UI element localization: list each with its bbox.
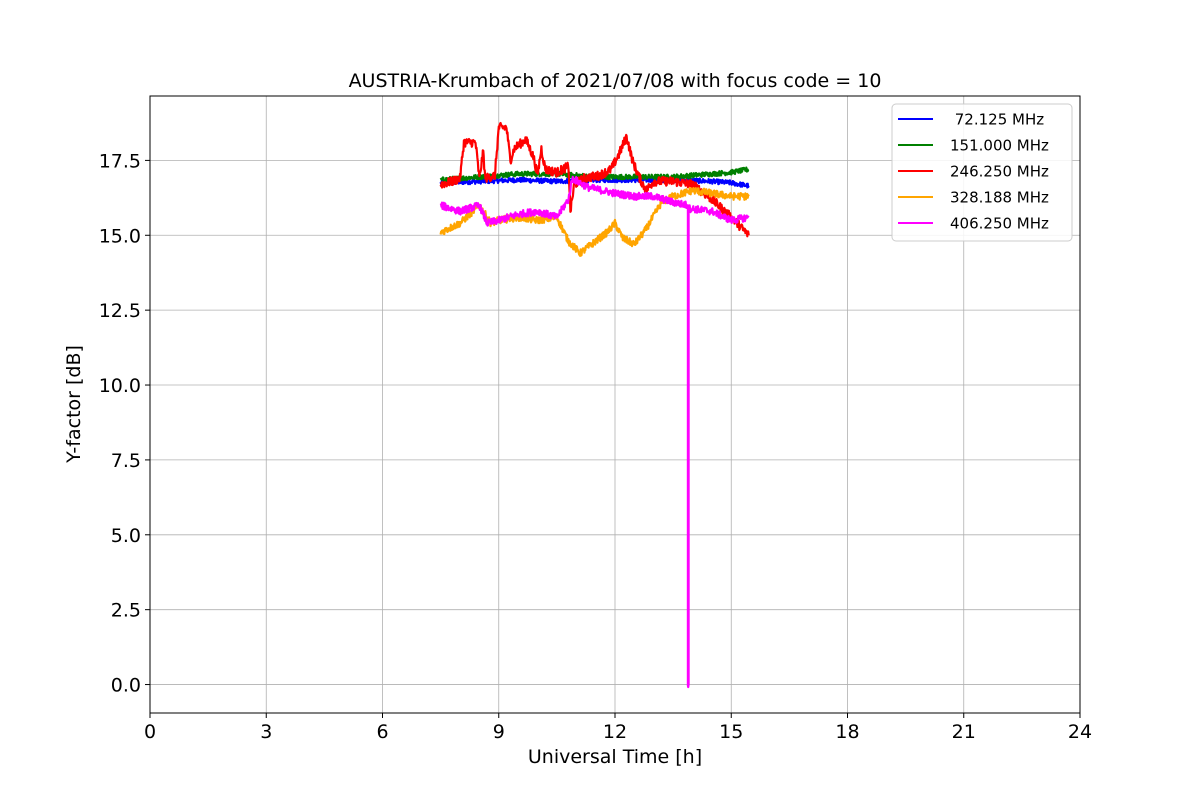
legend-label: 328.188 MHz <box>950 189 1049 207</box>
y-axis-label: Y-factor [dB] <box>63 345 85 464</box>
x-tick-label: 12 <box>603 721 627 743</box>
x-tick-label: 18 <box>835 721 859 743</box>
legend-label: 151.000 MHz <box>950 137 1049 155</box>
x-tick-label: 24 <box>1068 721 1092 743</box>
y-tick-label: 15.0 <box>99 225 141 247</box>
y-tick-label: 2.5 <box>111 600 141 622</box>
x-tick-label: 9 <box>493 721 505 743</box>
y-tick-label: 10.0 <box>99 375 141 397</box>
series-line <box>439 175 750 689</box>
y-tick-label: 7.5 <box>111 450 141 472</box>
y-tick-label: 5.0 <box>111 525 141 547</box>
series-line <box>439 121 750 238</box>
x-tick-label: 21 <box>952 721 976 743</box>
legend-label: 406.250 MHz <box>950 215 1049 233</box>
axis-ticks: 0 3 6 9 12 15 18 21 24 0.0 2.5 5.0 7.5 10.0 12.5 15.0 17… <box>99 150 1092 743</box>
x-tick-label: 3 <box>260 721 272 743</box>
y-tick-label: 12.5 <box>99 300 141 322</box>
legend: 72.125 MHz 151.000 MHz 246.250 MHz 328.188 … <box>891 103 1073 242</box>
x-axis-label: Universal Time [h] <box>528 746 702 768</box>
legend-label: 246.250 MHz <box>950 163 1049 181</box>
y-tick-label: 17.5 <box>99 150 141 172</box>
x-tick-label: 0 <box>144 721 156 743</box>
y-tick-label: 0.0 <box>111 675 141 697</box>
legend-box <box>891 103 1073 242</box>
chart-title: AUSTRIA-Krumbach of 2021/07/08 with focu… <box>349 70 882 92</box>
legend-label: 72.125 MHz <box>950 111 1044 129</box>
plot-series-group <box>439 121 750 689</box>
x-tick-label: 6 <box>376 721 388 743</box>
x-tick-label: 15 <box>719 721 743 743</box>
